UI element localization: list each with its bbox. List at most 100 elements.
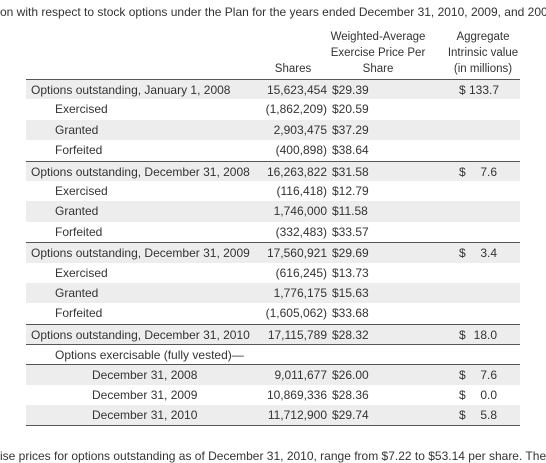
row-label: Exercised bbox=[55, 102, 108, 117]
row-aggregate-dollar: $ bbox=[459, 164, 466, 179]
table-row: Exercised (116,418) $12.79 bbox=[26, 181, 520, 201]
row-label: Granted bbox=[55, 122, 99, 137]
row-shares: (400,898) bbox=[275, 143, 327, 158]
row-aggregate: $7.6 bbox=[459, 162, 497, 182]
row-price: $37.29 bbox=[332, 122, 369, 137]
row-price: $33.68 bbox=[332, 306, 369, 321]
row-shares: (116,418) bbox=[276, 183, 327, 198]
header-aggregate-line-1: Aggregate bbox=[456, 31, 510, 43]
row-price: $15.63 bbox=[332, 285, 369, 300]
row-shares: (1,605,062) bbox=[265, 306, 327, 321]
row-price: $31.58 bbox=[332, 164, 369, 179]
table-row: Options outstanding, December 31, 2009 17… bbox=[26, 242, 520, 263]
row-shares: 17,560,921 bbox=[266, 246, 327, 261]
row-aggregate: $3.4 bbox=[459, 243, 497, 263]
row-aggregate-dollar: $ bbox=[459, 83, 466, 97]
row-price: $26.00 bbox=[332, 368, 369, 383]
row-aggregate bbox=[459, 303, 497, 323]
header-shares: Shares bbox=[258, 61, 328, 77]
row-aggregate-value: 5.8 bbox=[480, 408, 497, 423]
row-price: $12.79 bbox=[332, 183, 369, 198]
row-aggregate-dollar: $ bbox=[459, 387, 466, 402]
row-aggregate bbox=[459, 181, 497, 201]
table-row: Options exercisable (fully vested)— bbox=[26, 344, 520, 364]
row-aggregate: $7.6 bbox=[459, 365, 497, 385]
row-aggregate bbox=[459, 99, 497, 119]
header-price: Weighted-Average Exercise Price Per Shar… bbox=[318, 29, 438, 77]
row-label: Forfeited bbox=[55, 143, 103, 158]
row-label: Forfeited bbox=[55, 224, 103, 239]
outro-text: ise prices for options outstanding as of… bbox=[0, 449, 546, 463]
row-aggregate-dollar: $ bbox=[459, 368, 466, 383]
row-price: $33.57 bbox=[332, 224, 369, 239]
row-label: December 31, 2010 bbox=[92, 408, 198, 423]
row-shares: 15,623,454 bbox=[266, 83, 327, 97]
row-shares: 16,263,822 bbox=[266, 164, 327, 179]
row-aggregate-dollar: $ bbox=[459, 408, 466, 423]
table-row: Granted 1,776,175 $15.63 bbox=[26, 282, 520, 304]
row-shares: 11,712,900 bbox=[267, 408, 327, 423]
table-row: Exercised (1,862,209) $20.59 bbox=[26, 99, 520, 119]
table-row: Options outstanding, December 31, 2008 16… bbox=[26, 160, 520, 182]
row-price: $29.74 bbox=[332, 408, 369, 423]
table-row: Options outstanding, January 1, 2008 15,6… bbox=[26, 79, 520, 100]
row-price: $13.73 bbox=[332, 265, 369, 280]
row-aggregate-value: 18.0 bbox=[473, 327, 497, 342]
row-aggregate-value: 133.7 bbox=[469, 83, 500, 97]
row-aggregate bbox=[459, 201, 497, 221]
row-price: $28.32 bbox=[332, 327, 369, 342]
row-aggregate: $0.0 bbox=[459, 385, 497, 405]
table-row: Forfeited (332,483) $33.57 bbox=[26, 222, 520, 242]
table-row: December 31, 2010 11,712,900 $29.74 $5.8 bbox=[26, 405, 520, 426]
row-label: Exercised bbox=[55, 183, 108, 198]
row-label: Options outstanding, December 31, 2010 bbox=[31, 327, 250, 342]
table-row: Granted 2,903,475 $37.29 bbox=[26, 119, 520, 141]
table-row: December 31, 2008 9,011,677 $26.00 $7.6 bbox=[26, 364, 520, 385]
row-price: $38.64 bbox=[332, 143, 369, 158]
row-shares: 17,115,789 bbox=[267, 327, 327, 342]
row-label: Granted bbox=[55, 285, 99, 300]
row-shares: 10,869,336 bbox=[266, 387, 327, 402]
header-aggregate: Aggregate Intrinsic value (in millions) bbox=[436, 29, 530, 77]
row-price: $29.39 bbox=[332, 83, 369, 97]
header-price-line-2: Exercise Price Per bbox=[330, 47, 426, 59]
header-price-line-3: Share bbox=[362, 63, 394, 75]
row-aggregate bbox=[459, 120, 497, 140]
row-label: Exercised bbox=[55, 265, 108, 280]
stock-options-table: Options outstanding, January 1, 2008 15,6… bbox=[26, 79, 520, 426]
row-label: December 31, 2009 bbox=[92, 387, 198, 402]
row-aggregate bbox=[459, 140, 497, 160]
row-label: Options exercisable (fully vested)— bbox=[55, 348, 244, 363]
row-price: $28.36 bbox=[332, 387, 369, 402]
row-shares: 1,746,000 bbox=[273, 204, 327, 219]
row-aggregate: $5.8 bbox=[459, 405, 497, 425]
row-aggregate-dollar: $ bbox=[459, 246, 466, 261]
row-aggregate: $18.0 bbox=[459, 325, 497, 345]
table-row: Forfeited (400,898) $38.64 bbox=[26, 140, 520, 160]
row-aggregate-value: 7.6 bbox=[480, 164, 497, 179]
row-aggregate bbox=[459, 222, 497, 242]
row-shares: 1,776,175 bbox=[273, 285, 327, 300]
header-aggregate-line-3: (in millions) bbox=[453, 63, 513, 75]
row-price: $29.69 bbox=[332, 246, 369, 261]
row-aggregate-dollar: $ bbox=[459, 327, 466, 342]
table-row: December 31, 2009 10,869,336 $28.36 $0.0 bbox=[26, 385, 520, 405]
row-aggregate bbox=[459, 345, 497, 365]
row-label: Options outstanding, December 31, 2009 bbox=[31, 246, 250, 261]
row-shares: 9,011,677 bbox=[274, 368, 328, 383]
table-row: Forfeited (1,605,062) $33.68 bbox=[26, 303, 520, 323]
header-price-line-1: Weighted-Average bbox=[330, 31, 426, 43]
row-label: Granted bbox=[55, 204, 99, 219]
row-shares: (1,862,209) bbox=[265, 102, 327, 117]
row-price: $20.59 bbox=[332, 102, 369, 117]
table-row: Granted 1,746,000 $11.58 bbox=[26, 201, 520, 222]
row-label: Options outstanding, December 31, 2008 bbox=[31, 164, 250, 179]
header-aggregate-line-2: Intrinsic value bbox=[447, 47, 519, 59]
table-row: Exercised (616,245) $13.73 bbox=[26, 263, 520, 283]
row-label: Forfeited bbox=[55, 306, 103, 321]
row-aggregate-value: 7.6 bbox=[480, 368, 497, 383]
row-aggregate bbox=[459, 283, 497, 303]
table-row: Options outstanding, December 31, 2010 17… bbox=[26, 323, 520, 345]
row-label: Options outstanding, January 1, 2008 bbox=[31, 83, 231, 97]
row-aggregate-value: 3.4 bbox=[480, 246, 497, 261]
